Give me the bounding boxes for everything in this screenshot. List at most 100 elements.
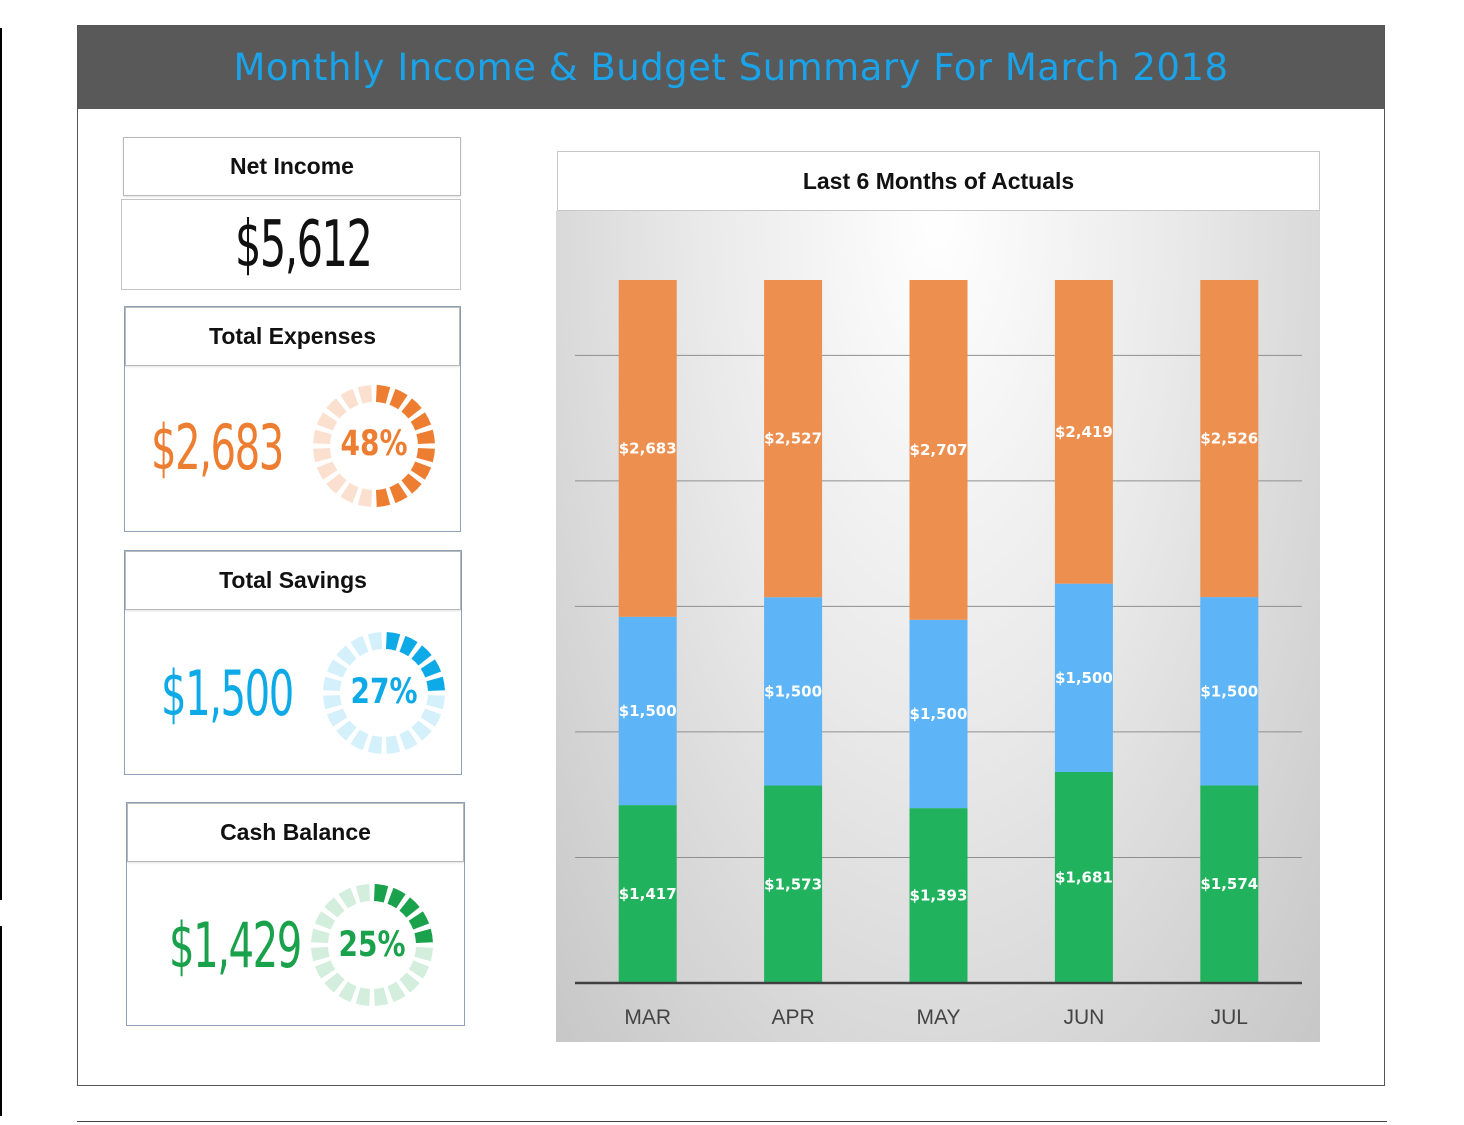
bar-segment-expenses [1200,280,1259,598]
bar-segment-expenses [1054,280,1113,584]
cash-balance-value: $1,429 [169,909,302,982]
cash-donut-segment [324,972,345,993]
cash-donut-segment [414,946,433,962]
cash-donut-segment [399,972,420,993]
cash-donut-segment [314,911,336,930]
left-edge-line-lower [0,926,2,1116]
savings-donut-segment [420,659,442,678]
bar-data-label: $1,393 [910,887,968,905]
savings-donut-segment [350,729,369,751]
bar-segment-savings [618,616,677,806]
title-bar: Monthly Income & Budget Summary For Marc… [78,26,1384,109]
savings-donut-segment [350,635,369,657]
cash-donut-segment [414,928,433,944]
savings-donut-segment [323,694,342,710]
expenses-donut-segment [375,488,391,507]
savings-percent-label: 27% [350,672,418,712]
expenses-donut-segment [389,388,408,410]
bar-segment-expenses [764,280,823,598]
cash-donut-segment [387,981,406,1003]
bar-segment-cash-balance [1200,785,1259,983]
bar-segment-expenses [618,280,677,617]
savings-donut-chart [323,632,445,754]
bar-data-label: $2,683 [619,439,677,457]
bar-data-label: $1,500 [619,702,677,720]
expenses-donut-segment [313,429,332,445]
expenses-donut-chart [313,385,435,507]
expenses-donut-segment [401,473,422,494]
expenses-donut-segment [375,385,391,404]
cash-donut-segment [324,897,345,918]
chart-title: Last 6 Months of Actuals [557,151,1320,211]
chart-plot-area: $1,417 $1,500 $2,683 MAR $1,573 $1,500 $2,527 A… [556,211,1320,1042]
savings-donut-segment [411,720,432,741]
expenses-donut-segment [416,429,435,445]
expenses-donut-segment [316,412,338,431]
savings-donut-segment [420,708,442,727]
cash-donut-segment [311,928,330,944]
savings-donut-segment [399,729,418,751]
net-income-value: $5,612 [235,208,373,282]
bar-segment-cash-balance [909,808,968,983]
expenses-donut-segment [313,447,332,463]
cash-donut-segment [373,884,389,903]
bar-segment-expenses [909,280,968,620]
x-tick-label: APR [772,1006,815,1029]
bar-data-label: $2,707 [910,441,968,459]
x-tick-label: MAR [624,1006,671,1029]
expenses-donut-segment [326,473,347,494]
cash-donut-segment [387,887,406,909]
bar-segment-savings [1054,583,1113,772]
expenses-donut-segment [410,412,432,431]
savings-donut-segment [336,720,357,741]
expenses-percent-label: 48% [340,424,408,464]
bar-data-label: $1,500 [764,682,822,700]
cash-donut-segment [338,981,357,1003]
savings-donut-segment [326,708,348,727]
bar-segment-cash-balance [1054,771,1113,983]
bar-segment-cash-balance [618,805,677,983]
savings-donut-segment [426,676,445,692]
savings-donut-segment [336,645,357,666]
bar-data-label: $1,500 [910,705,968,723]
net-income-header: Net Income [123,137,461,196]
bar-segment-cash-balance [764,785,823,983]
cash-balance-header: Cash Balance [127,803,464,862]
expenses-donut-segment [340,388,359,410]
expenses-donut-segment [401,398,422,419]
cash-donut-segment [314,960,336,979]
bar-data-label: $2,527 [764,430,822,448]
expenses-donut-segment [389,482,408,504]
stacked-bar-chart: $1,417 $1,500 $2,683 MAR $1,573 $1,500 $2,527 A… [575,280,1302,1029]
cash-donut-segment [373,987,389,1006]
cash-donut-segment [355,987,371,1006]
total-savings-value: $1,500 [161,657,294,730]
bar-segment-savings [909,619,968,809]
savings-donut-segment [326,659,348,678]
cash-donut-segment [355,884,371,903]
x-tick-label: JUN [1063,1006,1104,1029]
cash-donut-segment [338,887,357,909]
expenses-donut-segment [357,488,373,507]
bottom-rule [77,1121,1387,1122]
net-income-card: $5,612 [121,199,461,290]
bar-segment-savings [764,597,823,786]
bar-data-label: $1,417 [619,885,677,903]
page-title: Monthly Income & Budget Summary For Marc… [233,46,1229,89]
left-edge-line [0,28,2,900]
bar-data-label: $2,526 [1200,430,1258,448]
savings-donut-segment [385,632,401,651]
total-savings-header: Total Savings [125,551,461,610]
total-expenses-header: Total Expenses [125,307,460,366]
x-tick-label: MAY [917,1006,961,1029]
expenses-donut-segment [416,447,435,463]
cash-donut-chart [311,884,433,1006]
expenses-donut-segment [357,385,373,404]
cash-donut-segment [399,897,420,918]
expenses-donut-segment [410,461,432,480]
total-expenses-value: $2,683 [151,411,284,484]
savings-donut-segment [385,735,401,754]
savings-donut-segment [367,632,383,651]
bar-segment-savings [1200,597,1259,786]
bar-data-label: $2,419 [1055,423,1113,441]
